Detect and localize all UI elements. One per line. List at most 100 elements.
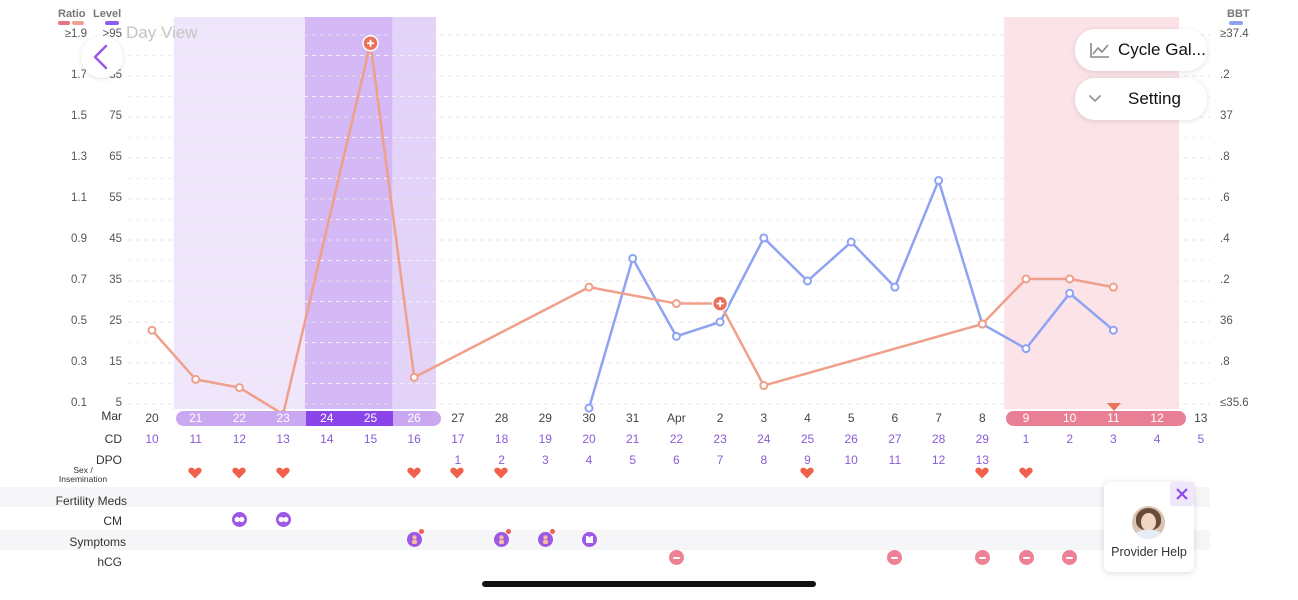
ratio-data-point <box>147 325 157 335</box>
fertility-meds-row-label: Fertility Meds <box>55 494 127 508</box>
ratio-series-line <box>151 41 1114 416</box>
dpo-row-label: DPO <box>95 453 122 467</box>
bbt-data-point <box>1108 325 1118 335</box>
dpo-cell: 6 <box>673 453 680 467</box>
cycle-gallery-button[interactable]: Cycle Gal... <box>1075 29 1207 71</box>
cd-cell: 12 <box>232 432 247 446</box>
level-legend-swatch <box>105 21 119 25</box>
hcg-test-icon[interactable] <box>887 550 903 565</box>
hcg-test-icon[interactable] <box>1062 550 1078 565</box>
hcg-row-label: hCG <box>97 555 122 569</box>
symptom-icon[interactable] <box>581 532 597 547</box>
heart-icon[interactable] <box>494 466 508 479</box>
ratio-data-point <box>671 299 681 309</box>
date-cell: 25 <box>363 411 378 425</box>
cd-cell: 11 <box>189 432 202 446</box>
dpo-cell: 11 <box>888 453 902 467</box>
hcg-test-icon[interactable] <box>1018 550 1034 565</box>
bbt-axis-tick: .8 <box>1220 151 1230 163</box>
date-cell: 24 <box>320 411 334 425</box>
cervical-mucus-icon[interactable] <box>231 512 247 527</box>
cm-row-label: CM <box>103 514 122 528</box>
ratio-legend-swatch-red <box>58 21 70 25</box>
heart-icon[interactable] <box>975 466 989 479</box>
heart-icon[interactable] <box>450 466 465 479</box>
cd-cell: 21 <box>626 432 640 446</box>
heart-icon[interactable] <box>275 466 290 479</box>
dpo-cell: 13 <box>975 453 989 467</box>
provider-help-card[interactable]: Provider Help <box>1104 482 1194 572</box>
ovulation-date-pill <box>306 411 393 426</box>
setting-button[interactable]: Setting <box>1075 78 1207 120</box>
cd-cell: 22 <box>669 432 684 446</box>
bbt-axis-tick: .2 <box>1220 69 1230 81</box>
bbt-data-point <box>1065 288 1075 298</box>
date-cell: 2 <box>716 411 724 425</box>
dpo-cell: 1 <box>454 453 462 467</box>
cd-cell: 26 <box>844 432 858 446</box>
ratio-data-point <box>1108 282 1118 292</box>
cd-row-label: CD <box>104 432 122 446</box>
date-cell: 4 <box>804 411 811 425</box>
cd-cell: 15 <box>363 432 378 446</box>
date-cell: 9 <box>1022 411 1030 425</box>
ratio-axis-tick: 0.1 <box>71 397 87 409</box>
bbt-data-point <box>846 237 856 247</box>
date-cell: Apr <box>667 411 686 425</box>
cd-cell: 23 <box>713 432 727 446</box>
bbt-data-point <box>715 317 725 327</box>
ratio-axis-tick: 0.7 <box>71 274 87 286</box>
cd-cell: 13 <box>276 432 290 446</box>
dpo-cell: 5 <box>629 453 637 467</box>
symptom-icon[interactable] <box>406 529 424 547</box>
date-cell: 11 <box>1107 411 1120 425</box>
close-button[interactable] <box>1170 482 1194 506</box>
heart-icon[interactable] <box>407 466 421 479</box>
heart-icon[interactable] <box>800 466 814 479</box>
bbt-data-point <box>803 276 812 286</box>
heart-icon[interactable] <box>232 466 246 479</box>
bbt-axis-tick: ≥37.4 <box>1220 28 1249 40</box>
date-cell: 10 <box>1063 411 1077 425</box>
symptom-icon[interactable] <box>537 529 555 547</box>
ratio-axis-tick: 1.5 <box>71 110 87 122</box>
cd-cell: 5 <box>1197 432 1205 446</box>
cd-cell: 27 <box>888 432 902 446</box>
date-cell: 7 <box>935 411 942 425</box>
level-axis-tick: 45 <box>109 233 122 245</box>
hcg-test-icon[interactable] <box>974 550 990 565</box>
bbt-data-point <box>671 331 681 341</box>
hcg-test-icon[interactable] <box>668 550 684 565</box>
ratio-data-point <box>1021 274 1031 284</box>
cd-cell: 19 <box>538 432 552 446</box>
symptoms-row-stripe <box>0 530 1210 550</box>
date-cell: 21 <box>189 411 203 425</box>
level-axis-tick: 65 <box>109 151 122 163</box>
date-cell: 5 <box>847 411 855 425</box>
cd-cell: 20 <box>582 432 596 446</box>
dpo-cell: 4 <box>585 453 593 467</box>
home-indicator <box>482 581 816 587</box>
back-button[interactable] <box>81 36 123 78</box>
symptoms-row-label: Symptoms <box>69 535 126 549</box>
cd-cell: 2 <box>1066 432 1074 446</box>
level-axis-tick: 5 <box>115 397 122 409</box>
bbt-axis-tick: .4 <box>1220 233 1230 245</box>
ratio-axis-tick: 1.1 <box>71 192 87 204</box>
ratio-axis-tick: 0.5 <box>71 315 87 327</box>
ratio-axis-tick: 1.7 <box>71 69 87 81</box>
ratio-data-point <box>409 372 419 382</box>
date-cell: 26 <box>407 411 421 425</box>
ratio-axis-tick: 0.9 <box>71 233 87 245</box>
heart-icon[interactable] <box>1018 466 1033 479</box>
bbt-data-point <box>890 282 900 292</box>
bbt-axis-tick: .8 <box>1220 356 1230 368</box>
ratio-data-point <box>1065 274 1075 284</box>
date-cell: 29 <box>538 411 552 425</box>
heart-icon[interactable] <box>188 466 202 479</box>
symptom-icon[interactable] <box>494 529 512 547</box>
bbt-data-point <box>759 233 769 243</box>
cd-cell: 17 <box>451 432 465 446</box>
cervical-mucus-icon[interactable] <box>275 512 291 527</box>
ratio-data-point <box>584 282 594 292</box>
